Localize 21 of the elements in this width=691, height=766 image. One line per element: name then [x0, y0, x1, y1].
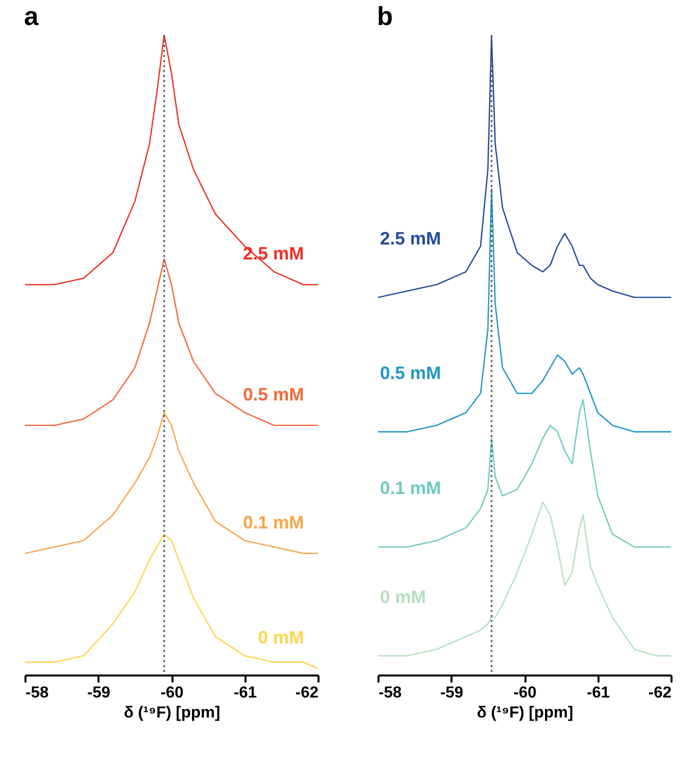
x-tick-label: -62	[295, 684, 319, 702]
x-tick-label: -58	[26, 684, 49, 702]
x-tick-label: -60	[160, 684, 184, 702]
x-tick-label: -58	[378, 684, 402, 702]
x-tick-label: -59	[440, 684, 464, 702]
x-tick-label: -61	[234, 684, 257, 702]
text: 0 mM	[380, 586, 426, 607]
series-label: 0.5 mM	[242, 384, 304, 404]
text: 0.1 mM	[380, 478, 442, 498]
x-axis-title: δ (¹⁹F) [ppm]	[476, 704, 574, 722]
series-label: 0.1 mM	[242, 512, 304, 532]
series-label: 0 mM	[258, 628, 304, 648]
text: 0.5 mM	[380, 362, 442, 383]
x-tick-label: -62	[648, 684, 672, 702]
x-tick-label: -60	[513, 684, 537, 702]
x-tick-label: -59	[87, 684, 110, 702]
chart-title: b	[377, 1, 393, 32]
x-axis-title: δ (¹⁹F) [ppm]	[124, 704, 220, 722]
x-tick-label: -61	[586, 684, 610, 702]
chart-title: a	[24, 1, 39, 32]
series-label: 2.5 mM	[380, 228, 442, 248]
